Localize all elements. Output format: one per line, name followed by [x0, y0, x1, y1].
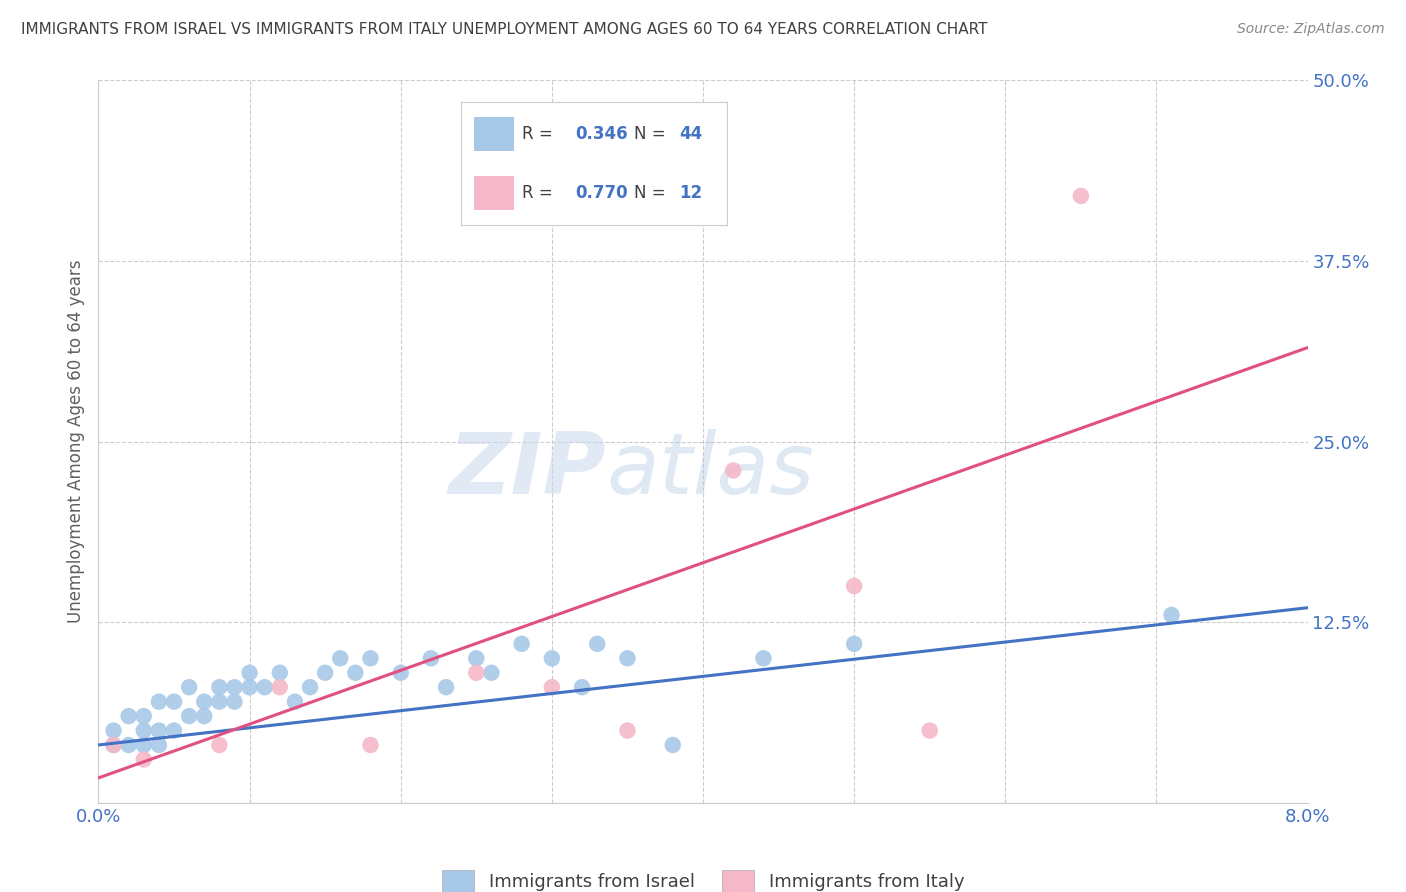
- Point: [420, 651, 443, 665]
- Point: [103, 738, 125, 752]
- Y-axis label: Unemployment Among Ages 60 to 64 years: Unemployment Among Ages 60 to 64 years: [66, 260, 84, 624]
- Point: [540, 651, 562, 665]
- Point: [163, 695, 186, 709]
- Point: [103, 738, 125, 752]
- Point: [179, 680, 201, 694]
- Point: [434, 680, 457, 694]
- Point: [224, 680, 246, 694]
- Point: [465, 665, 488, 680]
- Point: [239, 680, 262, 694]
- Point: [344, 665, 367, 680]
- Point: [208, 738, 231, 752]
- Point: [481, 665, 503, 680]
- Point: [723, 463, 745, 477]
- Point: [752, 651, 775, 665]
- Text: atlas: atlas: [606, 429, 814, 512]
- Point: [269, 665, 291, 680]
- Point: [465, 651, 488, 665]
- Point: [148, 695, 170, 709]
- Point: [571, 680, 593, 694]
- Point: [314, 665, 336, 680]
- Point: [103, 723, 125, 738]
- Point: [269, 680, 291, 694]
- Point: [616, 723, 638, 738]
- Point: [224, 695, 246, 709]
- Point: [389, 665, 412, 680]
- Point: [193, 695, 215, 709]
- Point: [284, 695, 307, 709]
- Point: [661, 738, 683, 752]
- Point: [132, 738, 155, 752]
- Point: [239, 665, 262, 680]
- Point: [253, 680, 276, 694]
- Point: [360, 651, 382, 665]
- Point: [163, 723, 186, 738]
- Point: [299, 680, 322, 694]
- Point: [329, 651, 352, 665]
- Point: [118, 738, 141, 752]
- Point: [360, 738, 382, 752]
- Point: [918, 723, 941, 738]
- Point: [586, 637, 609, 651]
- Point: [510, 637, 533, 651]
- Point: [148, 723, 170, 738]
- Text: ZIP: ZIP: [449, 429, 606, 512]
- Point: [540, 680, 562, 694]
- Point: [148, 738, 170, 752]
- Point: [132, 752, 155, 766]
- Text: IMMIGRANTS FROM ISRAEL VS IMMIGRANTS FROM ITALY UNEMPLOYMENT AMONG AGES 60 TO 64: IMMIGRANTS FROM ISRAEL VS IMMIGRANTS FRO…: [21, 22, 987, 37]
- Point: [118, 709, 141, 723]
- Point: [193, 709, 215, 723]
- Point: [208, 680, 231, 694]
- Point: [132, 723, 155, 738]
- Point: [179, 709, 201, 723]
- Point: [208, 695, 231, 709]
- Legend: Immigrants from Israel, Immigrants from Italy: Immigrants from Israel, Immigrants from …: [434, 863, 972, 892]
- Point: [1160, 607, 1182, 622]
- Point: [844, 637, 866, 651]
- Point: [616, 651, 638, 665]
- Point: [844, 579, 866, 593]
- Point: [132, 709, 155, 723]
- Point: [1070, 189, 1092, 203]
- Text: Source: ZipAtlas.com: Source: ZipAtlas.com: [1237, 22, 1385, 37]
